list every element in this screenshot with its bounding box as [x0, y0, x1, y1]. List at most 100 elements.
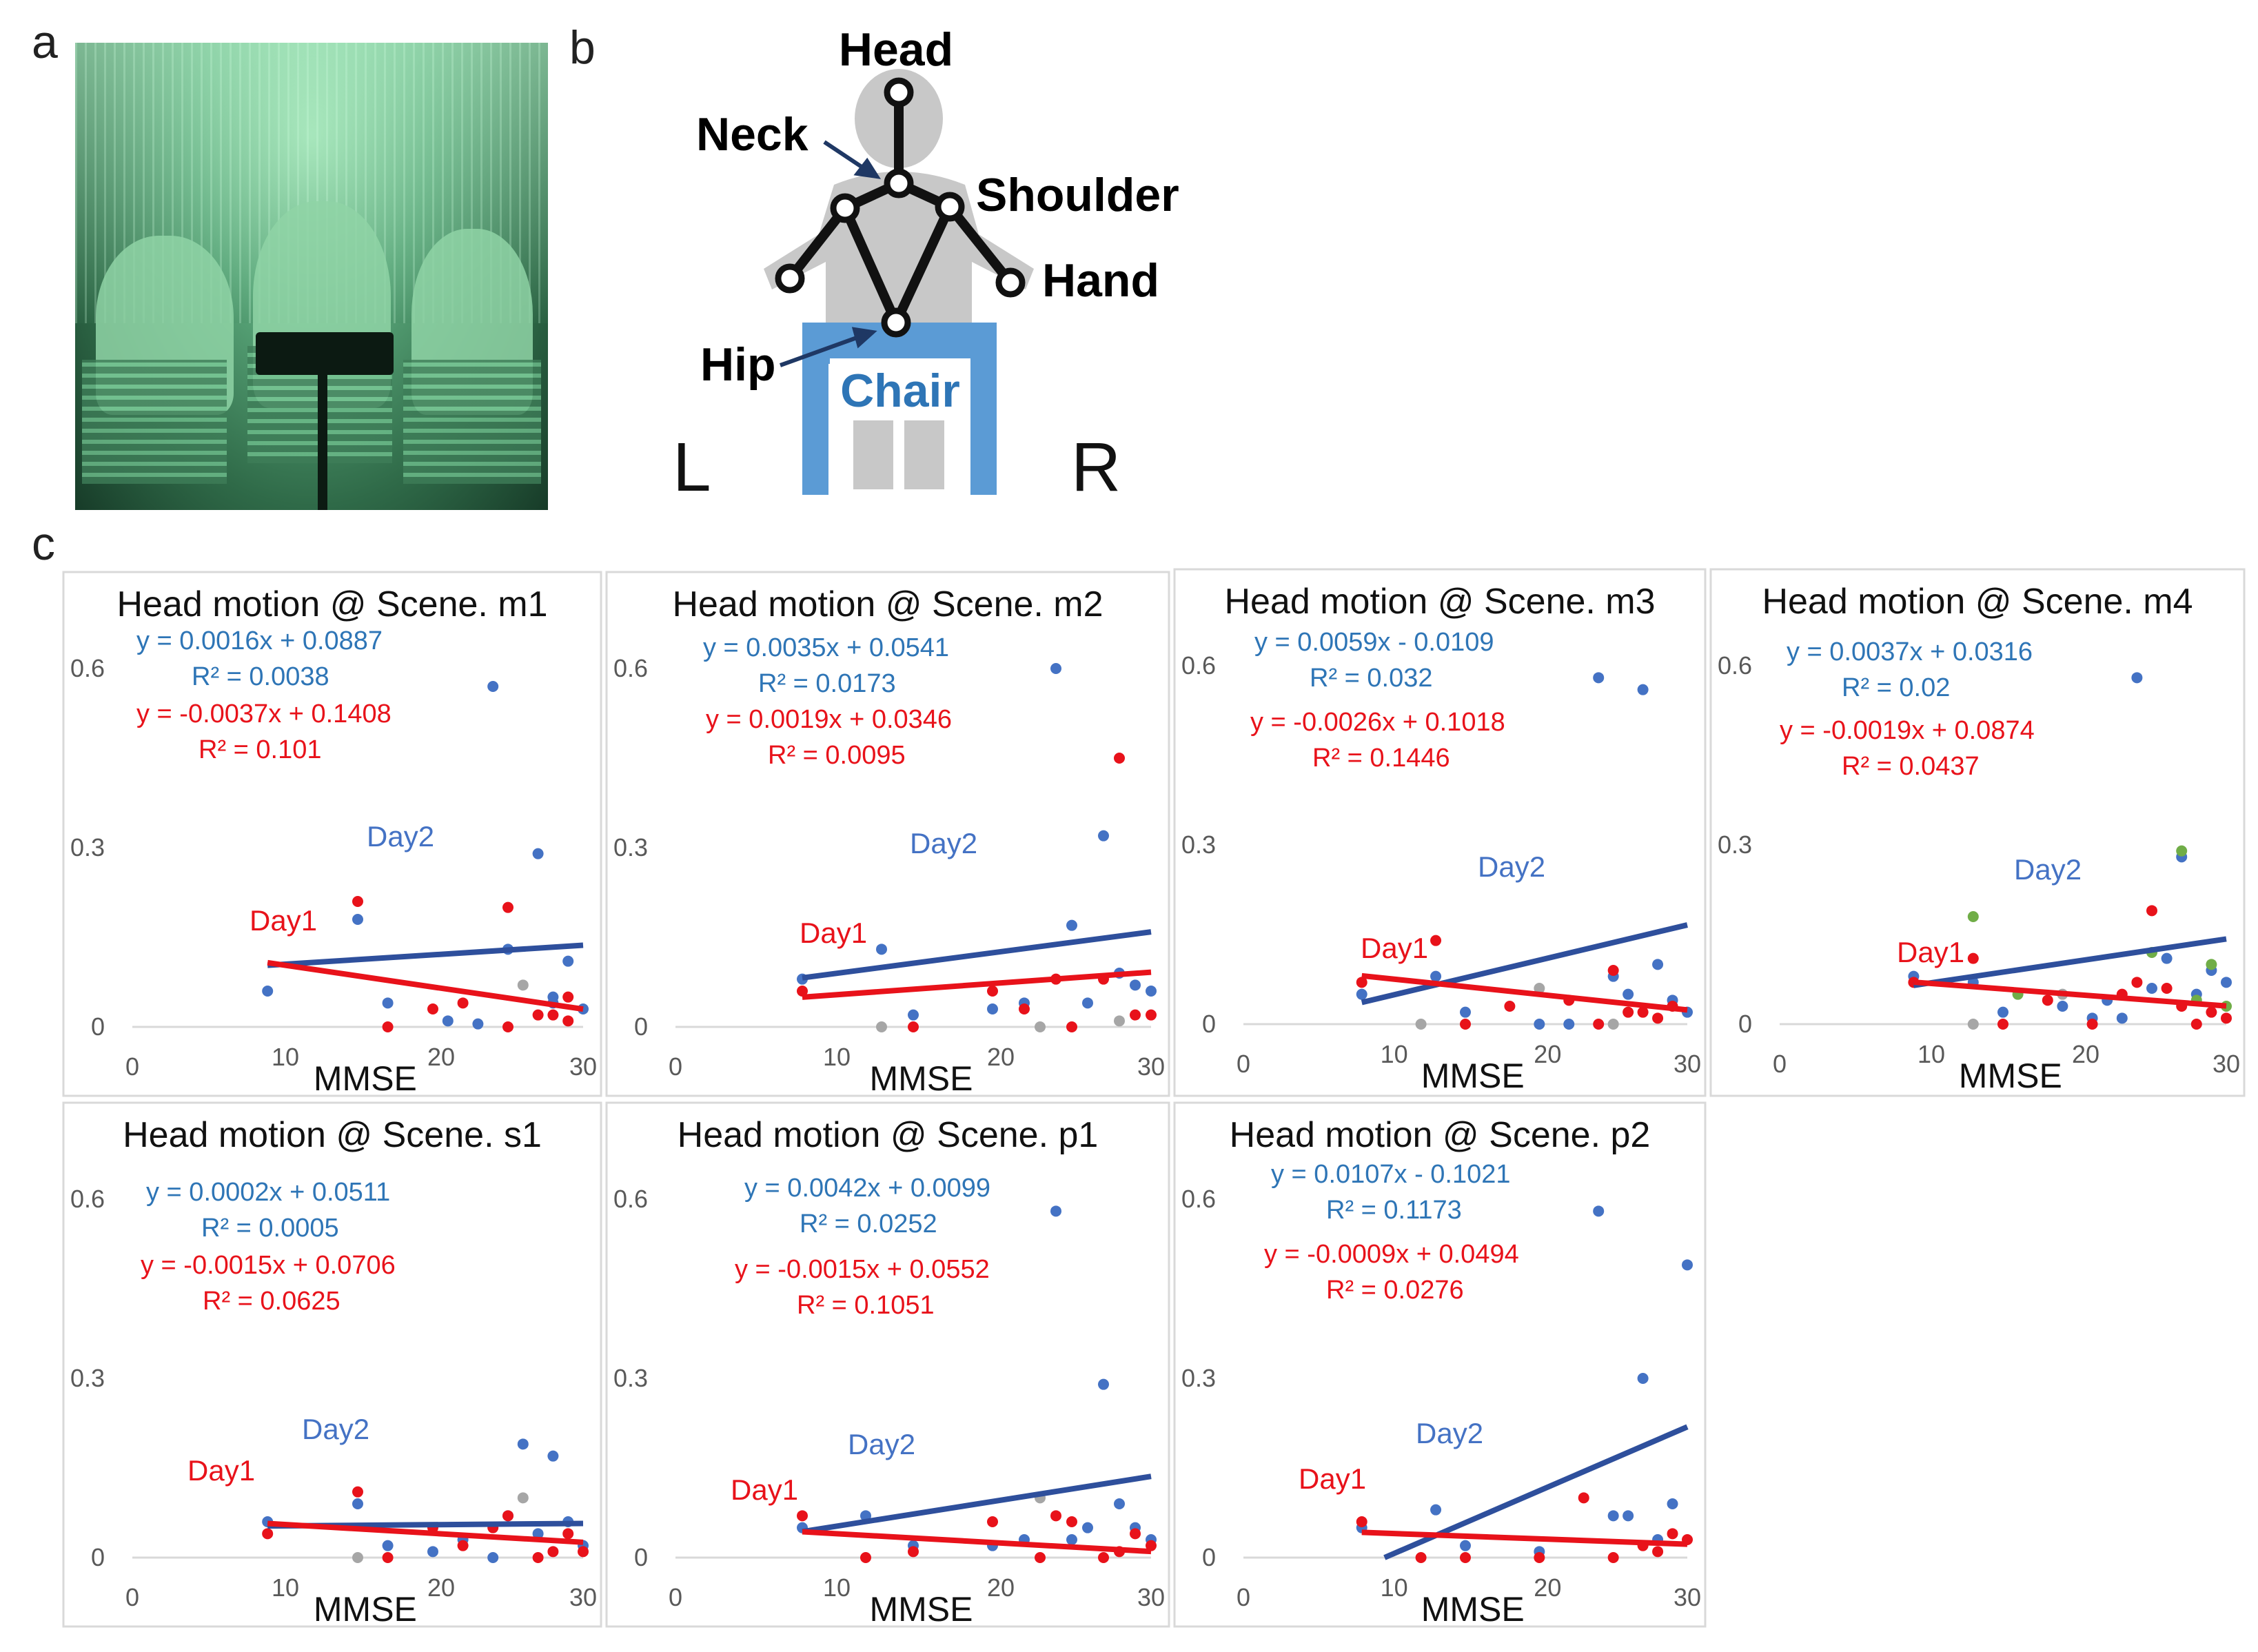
x-tick-label: 20	[2072, 1040, 2099, 1068]
chart-7: Head motion @ Scene. p2 0 0.3 0.6 0 10 20 30 MMS…	[1173, 1101, 1707, 1629]
trendline-day2	[1913, 936, 2227, 988]
data-point-day2	[262, 986, 274, 997]
data-point-day1	[2131, 977, 2143, 988]
data-point-day2	[1997, 1006, 2008, 1018]
chair-label-bg	[830, 358, 970, 420]
data-point-day2	[2131, 672, 2143, 684]
equation-day1: y = 0.0019x + 0.0346	[706, 705, 952, 734]
y-tick-label: 0.3	[1181, 830, 1216, 859]
label-right: R	[1071, 429, 1121, 506]
data-point-day1	[562, 1528, 574, 1540]
label-shoulder: Shoulder	[976, 169, 1179, 221]
x-axis-label: MMSE	[314, 1059, 417, 1098]
data-point-day1	[1652, 1012, 1664, 1024]
data-point-day2	[1607, 1510, 1619, 1522]
x-tick-label: 10	[823, 1573, 851, 1602]
x-tick-label: 30	[1674, 1050, 1701, 1078]
x-axis-label: MMSE	[870, 1590, 973, 1629]
data-point-day1	[908, 1021, 919, 1032]
data-point-day1	[1019, 1003, 1030, 1014]
data-point-day1	[1460, 1552, 1471, 1563]
x-tick-label: 0	[669, 1583, 682, 1611]
data-point-day1	[1623, 1006, 1634, 1018]
data-point-day1	[1578, 1492, 1589, 1504]
x-tick-label: 0	[1773, 1050, 1787, 1078]
data-point-day1	[797, 1510, 808, 1522]
data-point-day2	[2116, 1012, 2128, 1024]
chart-2: Head motion @ Scene. m2 0 0.3 0.6 0 10 20 30 MMS…	[605, 571, 1170, 1098]
data-point-day1	[1607, 1552, 1619, 1563]
data-point-day2	[517, 1438, 529, 1450]
chart-title: Head motion @ Scene. m3	[1224, 582, 1655, 622]
data-point-day2	[2161, 952, 2173, 964]
data-point-day1	[1146, 1540, 1157, 1551]
chart-title: Head motion @ Scene. p2	[1230, 1115, 1651, 1155]
equation-day1: y = -0.0015x + 0.0552	[735, 1255, 990, 1284]
data-point-day2	[987, 1003, 998, 1014]
joint-shoulder-left	[830, 193, 860, 223]
y-tick-label: 0.3	[70, 1364, 105, 1392]
data-point-day1	[502, 1510, 513, 1522]
y-tick-label: 0.3	[1718, 830, 1752, 859]
legend-day1: Day1	[1299, 1462, 1366, 1495]
legend-day1: Day1	[250, 904, 317, 937]
y-tick-label: 0	[91, 1543, 105, 1571]
x-tick-label: 20	[987, 1043, 1015, 1071]
data-point-day2	[1682, 1259, 1693, 1271]
trendline-day1	[802, 1529, 1152, 1555]
x-tick-label: 10	[1918, 1040, 1945, 1068]
data-point-gray	[1967, 1019, 1979, 1030]
x-tick-label: 0	[1237, 1583, 1250, 1611]
x-tick-label: 10	[272, 1573, 299, 1602]
data-point-day2	[487, 681, 499, 692]
data-point-day2	[2146, 983, 2157, 994]
equation-day2: y = 0.0035x + 0.0541	[703, 633, 949, 662]
data-point-day1	[1637, 1006, 1649, 1018]
x-tick-label: 20	[1534, 1573, 1561, 1602]
trendline-day1	[802, 969, 1152, 1000]
x-tick-label: 10	[1381, 1040, 1408, 1068]
data-point-gray	[517, 1492, 529, 1504]
data-point-day2	[1460, 1540, 1471, 1551]
data-point-day1	[427, 1003, 438, 1014]
r2-day1: R² = 0.1446	[1312, 744, 1450, 773]
data-point-day1	[562, 991, 574, 1003]
data-point-day2	[382, 997, 394, 1009]
x-tick-label: 20	[1534, 1040, 1561, 1068]
data-point-day1	[1652, 1546, 1664, 1558]
data-point-day1	[2042, 995, 2053, 1006]
x-axis-label: MMSE	[870, 1059, 973, 1098]
pointer-arrows	[779, 140, 882, 367]
x-tick-label: 10	[272, 1043, 299, 1071]
r2-day2: R² = 0.0038	[192, 662, 329, 691]
r2-day1: R² = 0.1051	[797, 1291, 935, 1320]
data-point-day2	[1050, 1205, 1061, 1217]
joint-neck	[884, 168, 914, 198]
data-point-day2	[1563, 1019, 1575, 1030]
data-point-day1	[1035, 1552, 1046, 1563]
data-point-day2	[1652, 959, 1664, 970]
y-tick-label: 0.3	[70, 833, 105, 861]
r2-day2: R² = 0.0252	[800, 1210, 937, 1238]
data-point-day1	[562, 1015, 574, 1027]
x-tick-label: 30	[2213, 1050, 2240, 1078]
chart-frame	[62, 571, 602, 1097]
x-axis-label: MMSE	[1421, 1057, 1525, 1095]
data-point-day1	[547, 1546, 559, 1558]
chart-title: Head motion @ Scene. s1	[123, 1115, 542, 1155]
data-point-day1	[457, 1540, 469, 1551]
chart-title: Head motion @ Scene. m1	[116, 584, 547, 624]
trendline-day2	[1361, 922, 1688, 1006]
joint-head	[884, 77, 914, 108]
data-point-day1	[1607, 965, 1619, 976]
y-tick-label: 0.3	[1181, 1364, 1216, 1392]
data-point-day2	[2057, 1001, 2068, 1012]
data-point-day2	[1146, 986, 1157, 997]
data-point-day1	[1967, 952, 1979, 964]
data-point-day1	[1430, 935, 1442, 946]
joint-hip	[881, 307, 911, 338]
r2-day1: R² = 0.0276	[1326, 1276, 1464, 1305]
y-tick-label: 0.6	[613, 654, 648, 682]
joint-shoulder-right	[935, 192, 965, 222]
r2-day2: R² = 0.02	[1842, 673, 1950, 702]
